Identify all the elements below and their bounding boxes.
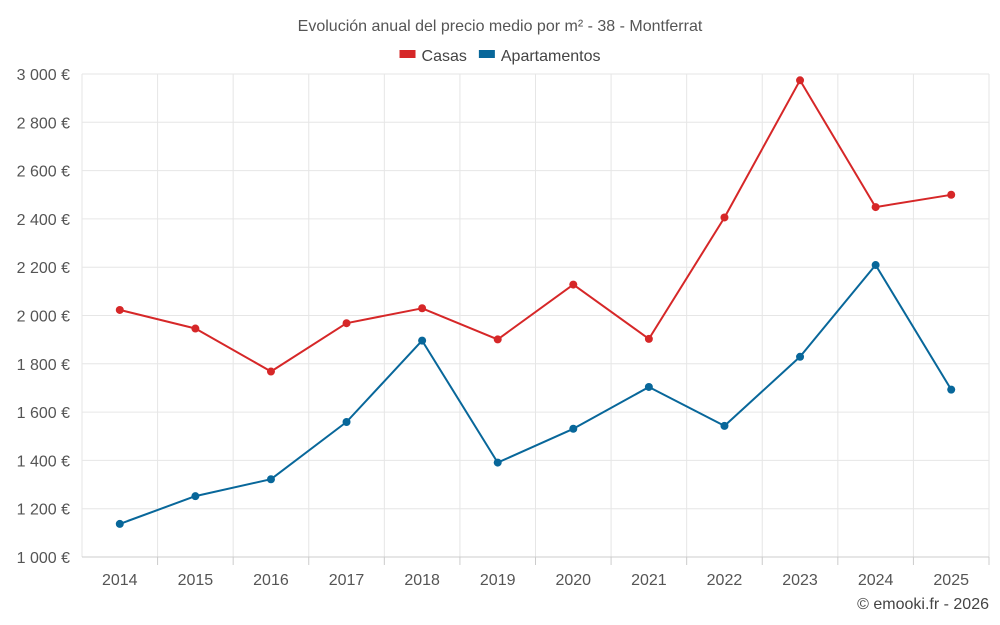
legend-label-casas: Casas xyxy=(422,48,467,65)
data-point-casas xyxy=(342,319,351,328)
y-tick-label: 2 200 € xyxy=(17,260,70,277)
legend: Casas Apartamentos xyxy=(399,48,601,65)
data-point-apartamentos xyxy=(266,475,275,484)
data-point-casas xyxy=(796,76,805,85)
data-point-casas xyxy=(266,367,275,376)
data-point-apartamentos xyxy=(418,336,427,345)
x-tick-label: 2019 xyxy=(480,572,516,589)
x-tick-label: 2014 xyxy=(102,572,138,589)
x-tick-label: 2022 xyxy=(707,572,743,589)
legend-label-apartamentos: Apartamentos xyxy=(501,48,601,65)
y-tick-label: 1 800 € xyxy=(17,357,70,374)
x-axis: 2014 2015 2016 2017 2018 2019 2020 2021 2022 2023… xyxy=(82,556,990,589)
data-point-casas xyxy=(493,335,502,344)
chart-title: Evolución anual del precio medio por m² … xyxy=(298,18,703,35)
x-tick-label: 2021 xyxy=(631,572,667,589)
data-point-casas xyxy=(720,213,729,222)
y-tick-label: 1 600 € xyxy=(17,405,70,422)
y-tick-label: 1 200 € xyxy=(17,502,70,519)
data-point-apartamentos xyxy=(871,261,880,270)
data-point-casas xyxy=(569,280,578,289)
legend-swatch-apartamentos xyxy=(478,50,495,58)
data-point-apartamentos xyxy=(796,352,805,361)
data-point-casas xyxy=(115,305,124,314)
y-tick-label: 1 000 € xyxy=(17,550,70,567)
data-point-casas xyxy=(191,324,200,333)
data-point-apartamentos xyxy=(720,421,729,430)
x-tick-label: 2020 xyxy=(555,572,591,589)
y-tick-label: 2 600 € xyxy=(17,164,70,181)
x-tick-label: 2015 xyxy=(178,572,214,589)
data-point-casas xyxy=(871,203,880,212)
grid xyxy=(81,73,990,557)
series-layer xyxy=(115,76,956,528)
data-point-apartamentos xyxy=(191,492,200,501)
series-line-apartamentos xyxy=(119,264,953,525)
x-tick-label: 2025 xyxy=(933,572,969,589)
x-tick-label: 2024 xyxy=(858,572,894,589)
data-point-apartamentos xyxy=(644,382,653,391)
y-tick-label: 3 000 € xyxy=(17,67,70,84)
data-point-casas xyxy=(644,334,653,343)
y-tick-label: 2 000 € xyxy=(17,309,70,326)
data-point-apartamentos xyxy=(569,424,578,433)
y-tick-label: 1 400 € xyxy=(17,453,70,470)
x-tick-label: 2023 xyxy=(782,572,818,589)
credit-text: © emooki.fr - 2026 xyxy=(857,596,989,613)
data-point-apartamentos xyxy=(115,519,124,528)
data-point-apartamentos xyxy=(493,458,502,467)
x-tick-label: 2016 xyxy=(253,572,289,589)
legend-swatch-casas xyxy=(399,50,416,58)
x-tick-label: 2017 xyxy=(329,572,365,589)
data-point-casas xyxy=(418,304,427,313)
y-tick-label: 2 800 € xyxy=(17,115,70,132)
y-tick-label: 2 400 € xyxy=(17,212,70,229)
data-point-apartamentos xyxy=(947,385,956,394)
data-point-apartamentos xyxy=(342,418,351,427)
series-line-casas xyxy=(119,79,952,373)
x-tick-label: 2018 xyxy=(404,572,440,589)
y-axis: 1 000 € 1 200 € 1 400 € 1 600 € 1 800 € 2 000… xyxy=(17,67,70,567)
data-point-casas xyxy=(947,190,956,199)
